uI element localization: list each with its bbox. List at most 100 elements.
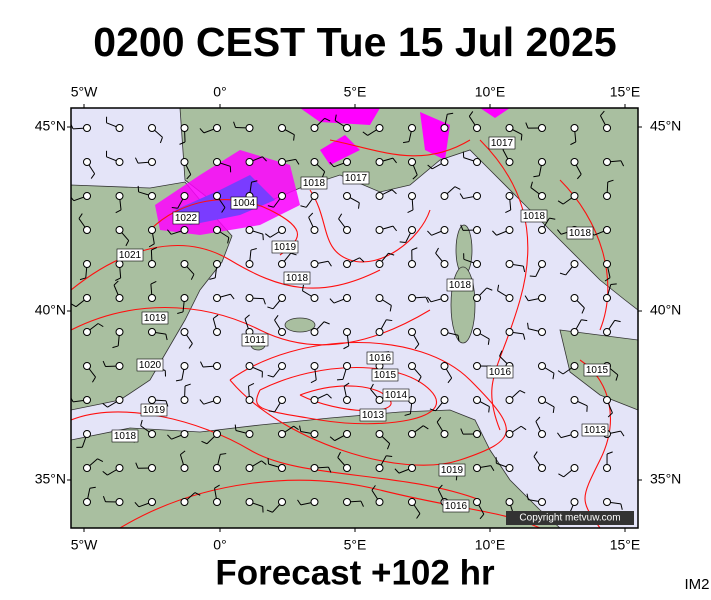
barb-station	[213, 294, 221, 302]
isobar-label: 1019	[441, 465, 464, 476]
barb-station	[440, 260, 449, 268]
lat-label-left: 45°N	[35, 118, 66, 134]
barb-feather	[337, 451, 341, 458]
barb-station	[278, 464, 286, 472]
barb-feather	[527, 322, 529, 329]
barb-station	[148, 226, 156, 234]
isobar-label-box	[136, 358, 164, 372]
barb-feather	[425, 296, 429, 303]
barb-station	[278, 158, 286, 166]
barb-feather	[115, 277, 121, 282]
barb-feather	[558, 473, 564, 478]
barb-station	[343, 294, 351, 302]
barb-feather	[557, 370, 564, 375]
barb-station	[408, 226, 416, 234]
barb-station	[115, 464, 124, 472]
barb-feather	[250, 248, 257, 251]
barb-feather	[620, 503, 623, 510]
barb-station	[375, 430, 384, 438]
barb-station	[180, 396, 189, 404]
barb-station	[570, 294, 579, 302]
barb-feather	[399, 241, 406, 243]
barb-station	[603, 260, 611, 268]
barb-station	[115, 328, 124, 336]
barb-station	[505, 192, 514, 200]
barb-station	[408, 362, 416, 370]
barb-station	[180, 226, 189, 234]
barb-feather	[389, 305, 392, 312]
barb-feather	[262, 156, 267, 162]
barb-feather	[391, 189, 397, 195]
isobar-label-box	[366, 351, 394, 365]
isobar-label: 1018	[449, 280, 472, 291]
barb-feather	[112, 345, 119, 349]
barb-feather	[524, 295, 529, 301]
barb-feather	[552, 406, 555, 413]
lon-label-bottom: 5°W	[71, 537, 98, 553]
isobar-label-box	[116, 248, 144, 262]
barb-station	[408, 294, 416, 302]
forecast-label: Forecast +102 hr	[215, 553, 495, 592]
barb-feather	[186, 174, 192, 180]
barb-feather	[359, 257, 365, 263]
isobar-label-box	[488, 136, 516, 150]
barb-feather	[447, 112, 454, 115]
barb-feather	[557, 229, 562, 235]
barb-feather	[557, 200, 564, 205]
isobar-label-box	[271, 240, 299, 254]
barb-feather	[301, 284, 304, 291]
barb-station	[245, 260, 254, 268]
barb-feather	[559, 272, 566, 276]
barb-station	[408, 498, 416, 506]
barb-station	[310, 396, 319, 404]
barb-station	[213, 498, 221, 506]
barb-station	[245, 226, 254, 234]
barb-feather	[177, 311, 184, 314]
barb-feather	[552, 373, 555, 380]
barb-station	[213, 328, 221, 336]
isobar-label: 1011	[244, 335, 266, 346]
barb-station	[375, 294, 384, 302]
barb-station	[538, 260, 546, 268]
barb-station	[408, 260, 416, 268]
axes: 5°W 5°W 0° 0° 5°E 5°E 10°E 10°E 15°E 15°E 45°N 45°N…	[35, 84, 682, 553]
barb-station	[408, 158, 416, 166]
barb-feather	[606, 451, 613, 455]
barb-feather	[402, 141, 410, 144]
barb-station	[245, 362, 254, 370]
barb-feather	[97, 458, 104, 463]
barb-station	[115, 396, 124, 404]
barb-feather	[412, 174, 418, 180]
barb-station	[83, 430, 91, 438]
lon-label-bottom: 10°E	[475, 537, 506, 553]
barb-station	[213, 124, 221, 132]
barb-feather	[392, 157, 397, 164]
barb-station	[148, 260, 156, 268]
barb-feather	[570, 141, 577, 146]
barb-feather	[423, 425, 429, 430]
barb-station	[310, 294, 319, 302]
barb-feather	[525, 122, 529, 129]
barb-feather	[614, 319, 621, 323]
isobar-label: 1013	[362, 410, 385, 421]
isobar-label: 1016	[369, 353, 392, 364]
barb-station	[375, 464, 384, 472]
barb-feather	[125, 240, 130, 247]
barb-station	[148, 192, 156, 200]
barb-station	[213, 192, 221, 200]
barb-feather	[267, 458, 270, 465]
barb-station	[538, 294, 546, 302]
barb-station	[603, 498, 611, 506]
barb-feather	[323, 321, 330, 325]
barb-feather	[416, 513, 421, 519]
barb-station	[83, 498, 91, 506]
isobar-label: 1016	[489, 367, 512, 378]
barb-station	[278, 362, 286, 370]
isobar-label: 1015	[586, 365, 609, 376]
barb-feather	[102, 360, 106, 367]
barb-station	[408, 396, 416, 404]
barb-feather	[520, 425, 527, 431]
barb-station	[505, 124, 514, 132]
barb-feather	[486, 287, 493, 291]
isobar-label: 1018	[286, 273, 309, 284]
